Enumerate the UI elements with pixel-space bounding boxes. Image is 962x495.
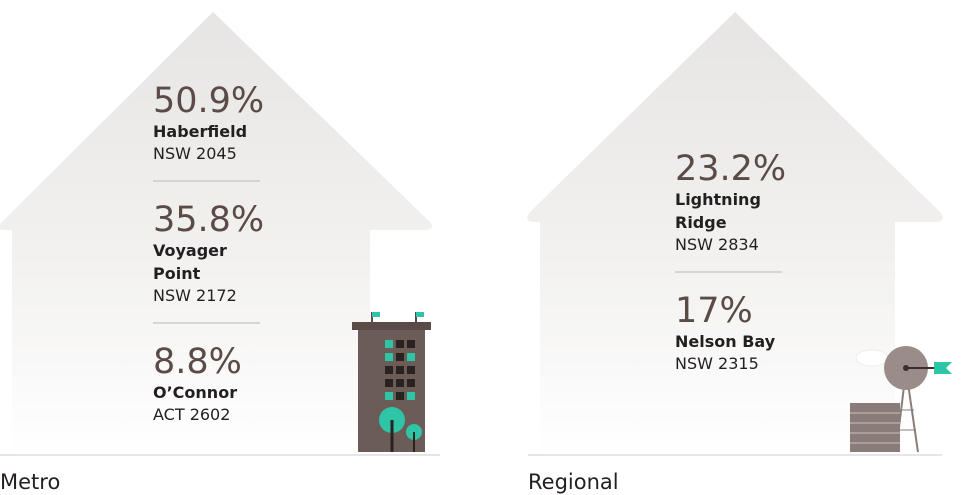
postcode: NSW 2315 <box>675 354 759 373</box>
house-regional <box>527 12 943 455</box>
region-label: Regional <box>528 470 619 494</box>
postcode: ACT 2602 <box>153 405 230 424</box>
house-metro <box>0 12 432 455</box>
suburb-name: Ridge <box>675 213 727 232</box>
suburb-name: Nelson Bay <box>675 332 776 351</box>
postcode: NSW 2834 <box>675 235 759 254</box>
suburb-name: Point <box>153 264 201 283</box>
suburb-name: Lightning <box>675 190 761 209</box>
suburb-name: Haberfield <box>153 122 247 141</box>
suburb-name: O’Connor <box>153 383 237 402</box>
windmill <box>850 346 952 453</box>
postcode: NSW 2172 <box>153 286 237 305</box>
percent: 17% <box>675 291 753 331</box>
percent: 35.8% <box>153 200 264 240</box>
postcode: NSW 2045 <box>153 144 237 163</box>
region-label: Metro <box>0 470 60 494</box>
building <box>352 312 431 452</box>
suburb-name: Voyager <box>153 241 227 260</box>
percent: 23.2% <box>675 149 786 189</box>
percent: 8.8% <box>153 342 242 382</box>
percent: 50.9% <box>153 81 264 121</box>
